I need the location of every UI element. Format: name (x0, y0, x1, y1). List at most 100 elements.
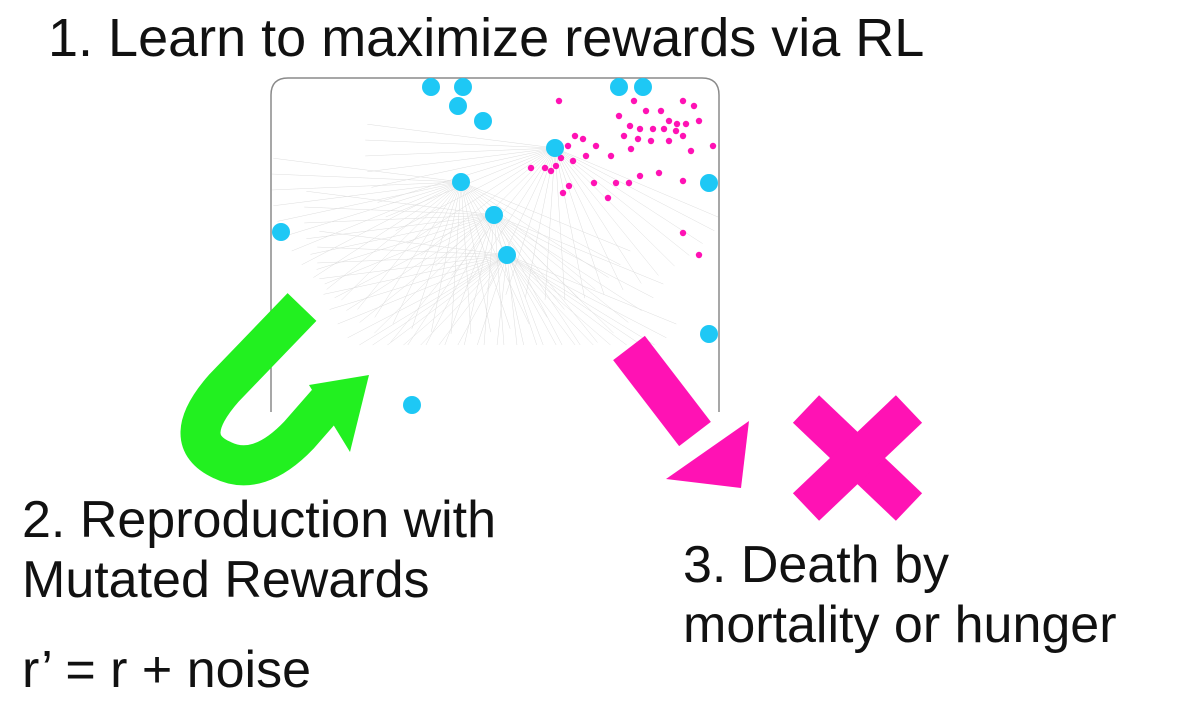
food-dot (630, 97, 638, 105)
sensor-ray (493, 214, 563, 346)
food-dot (627, 145, 635, 153)
sensor-ray (506, 254, 677, 325)
agent-dot (272, 223, 290, 241)
sensor-ray (367, 123, 556, 149)
food-dot (665, 117, 673, 125)
sensor-ray (506, 254, 594, 346)
food-dot (527, 164, 535, 172)
sensor-ray (493, 214, 544, 346)
diagram-title: 1. Learn to maximize rewards via RL (48, 8, 925, 68)
food-dot (647, 137, 655, 145)
food-dot (682, 120, 690, 128)
reproduction-label-line2: Mutated Rewards (22, 551, 430, 609)
sensor-ray (554, 147, 719, 218)
food-dot (592, 142, 600, 150)
environment-frame (270, 77, 720, 412)
death-label-line1: 3. Death by (683, 536, 949, 594)
reproduction-label: 2. Reproduction with Mutated Rewards (22, 490, 496, 610)
food-dot (660, 125, 668, 133)
sensor-ray (554, 147, 715, 232)
food-dot (557, 154, 565, 162)
food-dot (687, 147, 695, 155)
food-dot (672, 127, 680, 135)
agent-dot (634, 78, 652, 96)
sensor-ray (554, 147, 690, 256)
sensor-ray (554, 147, 642, 284)
sensor-ray (506, 254, 667, 339)
food-dot (679, 132, 687, 140)
food-dot (582, 152, 590, 160)
sensor-ray (390, 214, 495, 343)
food-dot (657, 107, 665, 115)
food-dot (673, 120, 681, 128)
sensor-ray (493, 214, 664, 285)
sensor-ray (554, 147, 624, 291)
sensor-ray (326, 181, 462, 290)
sensor-ray (460, 181, 491, 333)
food-dot (579, 135, 587, 143)
food-dot (695, 117, 703, 125)
sensor-ray (506, 254, 576, 346)
sensor-ray (438, 254, 508, 346)
sensor-ray (496, 254, 508, 346)
sensor-ray (371, 147, 556, 188)
sensor-ray (468, 147, 556, 284)
food-dot (679, 229, 687, 237)
sensor-ray (460, 181, 596, 290)
agent-dot (498, 246, 516, 264)
sensor-ray (451, 147, 556, 276)
sensor-ray (411, 181, 462, 329)
sensor-ray (319, 254, 508, 280)
food-dot (615, 112, 623, 120)
sensor-ray (337, 254, 508, 325)
sensor-ray (483, 214, 495, 346)
sensor-ray (310, 214, 495, 255)
sensor-ray (506, 254, 557, 346)
sensor-ray (313, 181, 462, 278)
food-dot (634, 135, 642, 143)
sensor-ray (464, 214, 495, 346)
sensor-ray (357, 181, 462, 310)
sensor-ray (317, 254, 508, 264)
sensor-ray (450, 181, 462, 334)
food-dot (655, 169, 663, 177)
sensor-ray (341, 181, 462, 301)
food-dot (590, 179, 598, 187)
sensor-ray (367, 147, 556, 173)
sensor-ray (334, 214, 495, 299)
sensor-ray (277, 181, 462, 222)
sensor-ray (420, 254, 508, 346)
agent-dot (700, 325, 718, 343)
sensor-ray (387, 254, 508, 346)
sensor-ray (493, 214, 642, 311)
sensor-ray (403, 254, 508, 346)
food-dot (642, 107, 650, 115)
sensor-ray (359, 254, 508, 346)
sensor-ray (324, 214, 495, 285)
agent-dot (422, 78, 440, 96)
sensor-ray (477, 254, 508, 346)
sensor-ray (460, 181, 581, 301)
sensor-ray (306, 214, 495, 240)
sensor-ray (329, 254, 508, 310)
sensor-ray (301, 181, 462, 266)
sensor-ray (554, 147, 703, 244)
food-dot (636, 125, 644, 133)
sensor-ray (365, 147, 556, 157)
sensor-ray (291, 181, 462, 252)
sensor-ray (365, 139, 556, 149)
reward-mutation-formula: r’ = r + noise (22, 641, 312, 699)
sensor-ray (493, 214, 581, 346)
food-dot (555, 97, 563, 105)
sensor-ray (273, 181, 462, 207)
food-dot (607, 152, 615, 160)
food-dot (626, 122, 634, 130)
agent-dot (449, 97, 467, 115)
agent-dot (454, 78, 472, 96)
sensor-ray (392, 181, 462, 325)
sensor-ray (319, 230, 508, 256)
reproduction-arrowhead-icon (309, 375, 369, 452)
agent-dot (485, 206, 503, 224)
death-arrow-icon (613, 335, 711, 447)
